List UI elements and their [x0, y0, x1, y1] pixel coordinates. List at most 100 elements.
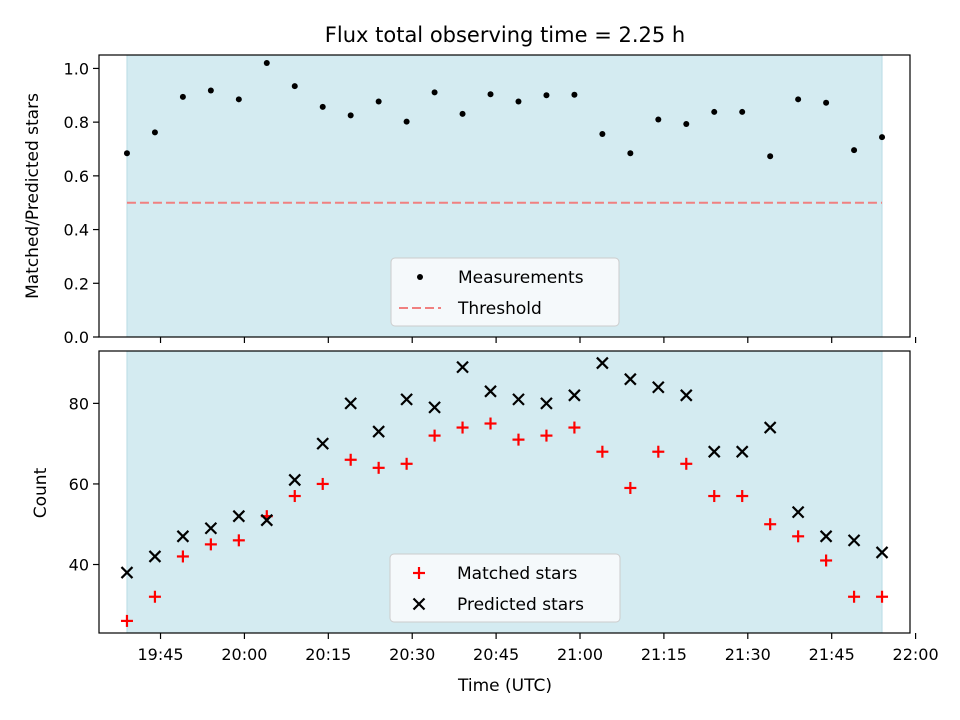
x-tick-label: 21:45: [809, 645, 855, 664]
predicted-star-point: [344, 397, 357, 410]
legend: Measurements Threshold: [390, 257, 620, 327]
matched-star-point: [708, 490, 721, 503]
measurement-point: [683, 121, 690, 128]
legend-label: Measurements: [458, 268, 584, 288]
y-tick-label: 80: [69, 394, 89, 413]
predicted-star-point: [540, 397, 553, 410]
matched-star-point: [428, 429, 441, 442]
predicted-star-point: [819, 530, 833, 543]
predicted-star-point: [847, 534, 861, 547]
legend-measurement-marker: [417, 274, 423, 280]
matched-star-point: [820, 554, 833, 567]
legend-label: Predicted stars: [457, 595, 584, 615]
predicted-star-point: [260, 513, 274, 527]
measurement-point: [179, 93, 186, 100]
x-tick-label: 21:30: [725, 645, 771, 664]
measurement-point: [851, 147, 858, 154]
matched-star-point: [400, 457, 413, 470]
matched-star-point: [288, 490, 301, 503]
x-tick-label: 19:45: [137, 645, 183, 664]
matched-star-point: [848, 590, 861, 603]
bottom-y-axis-label: Count: [31, 467, 51, 518]
matched-star-point: [652, 445, 665, 458]
x-tick-label: 20:00: [221, 645, 267, 664]
measurement-point: [319, 103, 326, 110]
x-tick-label: 20:15: [305, 645, 351, 664]
axes-frame: [98, 350, 911, 634]
predicted-star-point: [400, 393, 413, 406]
predicted-star-point: [232, 509, 246, 523]
predicted-star-point: [372, 425, 385, 438]
x-tick-label: 20:45: [473, 645, 519, 664]
matched-star-point: [316, 477, 329, 490]
measurement-point: [823, 99, 830, 106]
matched-star-point: [344, 453, 357, 466]
measurement-point: [431, 89, 438, 96]
measurement-point: [627, 150, 634, 157]
matched-star-point: [876, 590, 889, 603]
measurement-point: [459, 110, 466, 117]
y-tick-label: 0.4: [64, 221, 89, 240]
y-tick-label: 0.8: [64, 113, 89, 132]
predicted-star-point: [875, 546, 889, 559]
matched-star-point: [568, 421, 581, 434]
measurement-point: [487, 91, 494, 98]
y-tick-label: 0.2: [64, 274, 89, 293]
measurement-point: [235, 96, 242, 103]
legend-box: [389, 553, 621, 623]
axes-frame: [98, 54, 911, 338]
y-tick-label: 0.6: [64, 167, 89, 186]
predicted-star-point: [652, 380, 665, 394]
legend-label: Threshold: [457, 299, 542, 319]
legend-matched-marker: [413, 567, 425, 579]
measurement-point: [151, 129, 158, 136]
predicted-star-point: [204, 521, 218, 535]
matched-star-point: [372, 461, 385, 474]
predicted-star-point: [512, 393, 525, 406]
matched-star-point: [484, 417, 497, 430]
measurement-point: [543, 92, 550, 99]
matched-star-point: [596, 445, 609, 458]
legend: Matched stars Predicted stars: [389, 553, 621, 623]
measurement-point: [207, 87, 214, 94]
measurement-point: [375, 98, 382, 105]
matched-star-point: [456, 421, 469, 434]
y-tick-label: 0.0: [64, 328, 89, 347]
top-panel: 0.0 0.2 0.4 0.6 0.8 1.0 Measurements Threshold: [64, 54, 917, 347]
matched-star-point: [680, 457, 693, 470]
matched-star-point: [204, 538, 217, 551]
predicted-star-point: [735, 445, 749, 458]
y-tick-label: 40: [69, 556, 89, 575]
measurement-point: [739, 108, 746, 115]
y-tick-label: 1.0: [64, 59, 89, 78]
x-tick-label: 21:15: [641, 645, 687, 664]
matched-star-point: [232, 534, 245, 547]
measurement-point: [347, 112, 354, 119]
predicted-star-point: [484, 385, 497, 398]
measurement-point: [123, 150, 130, 157]
predicted-star-point: [316, 437, 330, 450]
matched-star-point: [736, 490, 749, 503]
x-axis-label: Time (UTC): [457, 676, 552, 696]
predicted-star-point: [288, 473, 302, 487]
predicted-star-point: [120, 566, 134, 579]
measurement-point: [599, 130, 606, 137]
measurement-point: [711, 108, 718, 115]
measurement-point: [263, 60, 270, 67]
legend-predicted-marker: [412, 597, 426, 611]
measurement-point: [571, 91, 578, 98]
predicted-star-point: [679, 389, 693, 402]
x-tick-label: 20:30: [389, 645, 435, 664]
legend-box: [390, 257, 620, 327]
predicted-star-point: [763, 421, 777, 434]
measurement-point: [291, 83, 298, 90]
measurement-point: [515, 98, 522, 105]
predicted-star-point: [568, 389, 581, 402]
matched-star-point: [148, 590, 161, 603]
y-tick-label: 60: [69, 475, 89, 494]
measurement-point: [879, 134, 886, 141]
matched-star-point: [540, 429, 553, 442]
x-tick-label: 21:00: [557, 645, 603, 664]
x-tick-label: 22:00: [893, 645, 939, 664]
